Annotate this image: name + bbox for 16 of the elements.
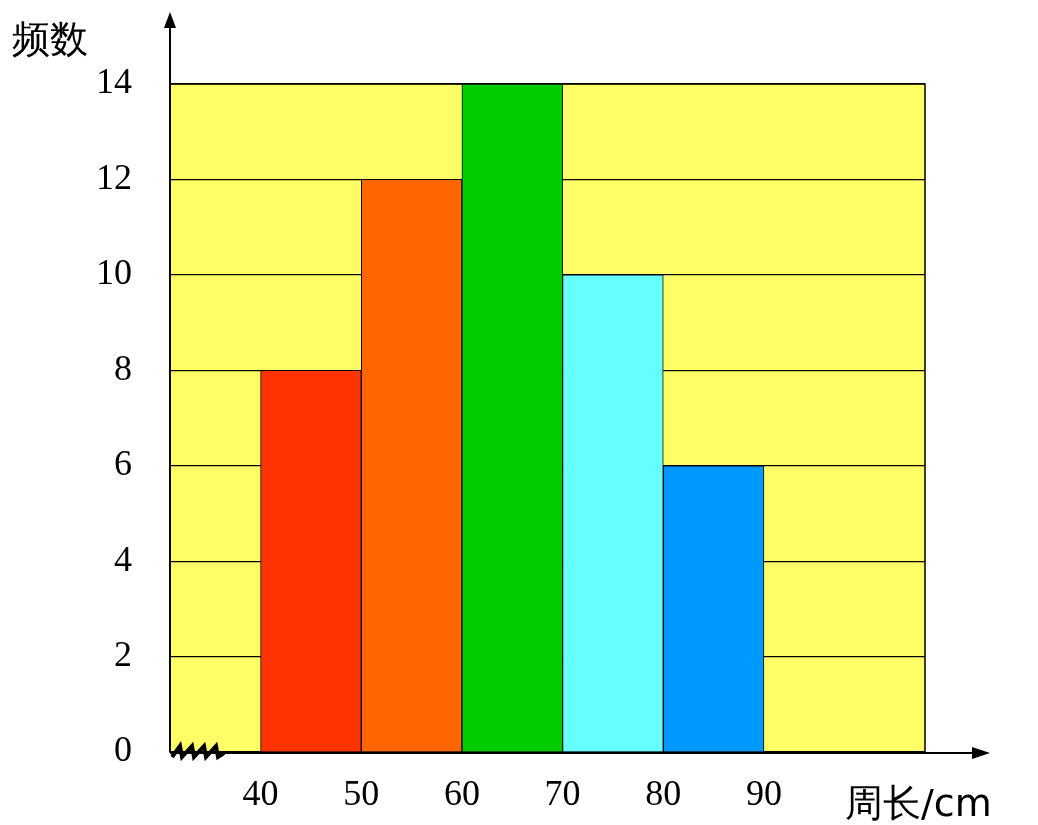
x-tick-label: 40	[242, 773, 279, 814]
y-tick-label: 6	[114, 443, 132, 484]
x-tick-label: 60	[443, 773, 480, 814]
y-tick-label: 4	[114, 538, 132, 579]
x-tick-label: 70	[544, 773, 581, 814]
y-tick-label: 8	[114, 347, 132, 388]
y-axis-title: 频数	[12, 16, 88, 63]
y-tick-label: 10	[96, 252, 132, 293]
x-tick-label: 50	[343, 773, 380, 814]
x-tick-label: 80	[645, 773, 682, 814]
y-tick-label: 12	[96, 156, 132, 197]
x-axis-title: 周长/cm	[845, 780, 992, 825]
y-tick-label: 0	[114, 729, 132, 770]
x-tick-label: 90	[745, 773, 782, 814]
y-tick-label: 14	[96, 61, 132, 102]
y-tick-label: 2	[114, 634, 132, 675]
